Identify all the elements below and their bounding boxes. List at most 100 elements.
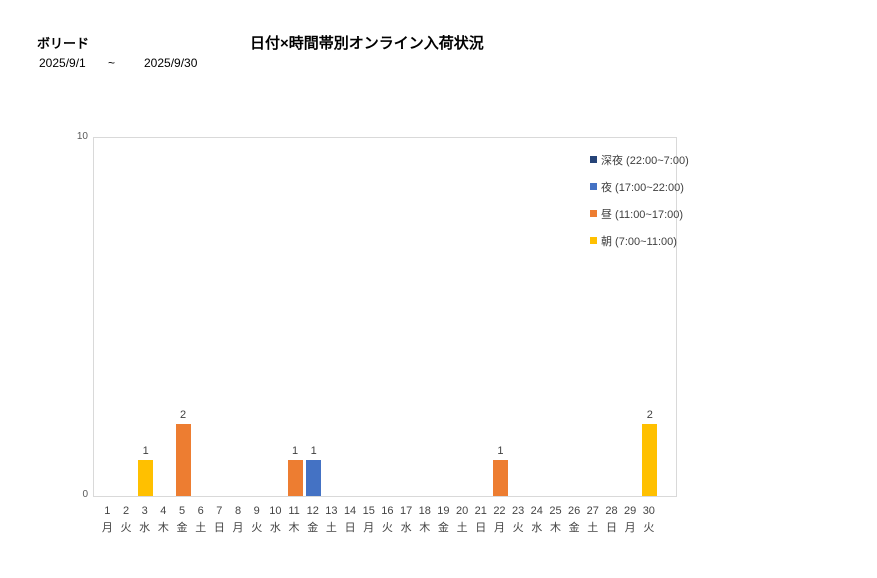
x-tick-day16: 16 火 [378, 503, 397, 537]
x-tick-number: 19 [437, 505, 450, 517]
x-tick-day25: 25 木 [546, 503, 565, 537]
morning-bar [642, 424, 658, 496]
x-tick-weekday: 火 [120, 522, 132, 534]
legend-item-noon: 昼 (11:00~17:00) [590, 207, 689, 221]
day-column-2 [118, 138, 137, 496]
x-tick-number: 28 [605, 505, 618, 517]
x-tick-number: 23 [511, 505, 525, 517]
x-tick-weekday: 月 [101, 522, 113, 534]
bar-value-label: 1 [497, 445, 504, 457]
legend-swatch-morning [590, 237, 597, 244]
x-tick-weekday: 土 [587, 522, 599, 534]
x-tick-weekday: 土 [325, 522, 337, 534]
legend-label-midnight: 深夜 (22:00~7:00) [601, 154, 689, 167]
x-tick-number: 29 [624, 505, 637, 517]
x-tick-number: 6 [197, 505, 204, 517]
x-tick-weekday: 金 [437, 522, 449, 534]
day-column-7 [211, 138, 230, 496]
x-tick-day17: 17 水 [397, 503, 416, 537]
day-column-26 [566, 138, 585, 496]
x-tick-weekday: 金 [176, 522, 188, 534]
x-tick-day19: 19 金 [434, 503, 453, 537]
x-tick-number: 25 [549, 505, 562, 517]
day-column-3: 1 [136, 138, 155, 496]
x-tick-number: 27 [586, 505, 599, 517]
legend-swatch-midnight [590, 156, 597, 163]
bar-value-label: 2 [646, 409, 653, 421]
x-tick-weekday: 月 [493, 522, 505, 534]
x-tick-number: 8 [234, 505, 242, 517]
date-to: 2025/9/30 [144, 56, 198, 70]
day-column-19 [435, 138, 454, 496]
day-column-25 [547, 138, 566, 496]
x-tick-number: 5 [178, 505, 186, 517]
day-column-9 [248, 138, 267, 496]
day-column-24 [528, 138, 547, 496]
bar-group-day30-morning: 2 [642, 409, 658, 496]
day-column-8 [230, 138, 249, 496]
x-tick-day18: 18 木 [415, 503, 434, 537]
date-from: 2025/9/1 [39, 56, 86, 70]
day-column-16 [379, 138, 398, 496]
legend-swatch-night [590, 183, 597, 190]
legend-swatch-noon [590, 210, 597, 217]
x-tick-number: 30 [642, 505, 655, 517]
x-tick-number: 22 [493, 505, 506, 517]
day-column-21 [472, 138, 491, 496]
x-tick-weekday: 日 [605, 522, 617, 534]
x-tick-day27: 27 土 [583, 503, 602, 537]
x-tick-day20: 20 土 [453, 503, 472, 537]
bar-value-label: 1 [291, 445, 299, 457]
day-column-30: 2 [640, 138, 659, 496]
x-tick-weekday: 火 [381, 522, 393, 534]
x-tick-day23: 23 火 [509, 503, 528, 537]
y-tick-0: 0 [82, 489, 88, 500]
bar-group-day11-noon: 1 [287, 445, 303, 496]
x-tick-number: 1 [104, 505, 111, 517]
x-tick-weekday: 水 [269, 522, 281, 534]
day-column-14 [342, 138, 361, 496]
y-tick-10: 10 [76, 131, 88, 142]
day-column-4 [155, 138, 174, 496]
day-column-18 [416, 138, 435, 496]
report-name: ボリード [37, 36, 90, 51]
x-tick-number: 11 [288, 505, 300, 517]
date-range-separator: ~ [108, 56, 116, 70]
bar-value-label: 1 [310, 445, 317, 457]
y-axis: 0 10 [58, 130, 88, 504]
day-column-17 [398, 138, 417, 496]
x-tick-weekday: 火 [643, 522, 655, 534]
x-tick-number: 4 [160, 505, 167, 517]
x-tick-weekday: 月 [363, 522, 375, 534]
x-tick-day10: 10 水 [266, 503, 285, 537]
x-tick-day13: 13 土 [322, 503, 341, 537]
x-tick-weekday: 金 [307, 522, 319, 534]
day-column-10 [267, 138, 286, 496]
x-tick-number: 16 [381, 505, 394, 517]
x-tick-number: 18 [418, 505, 431, 517]
x-tick-number: 14 [343, 505, 357, 517]
x-tick-weekday: 水 [139, 522, 151, 534]
day-column-20 [454, 138, 473, 496]
x-tick-number: 21 [474, 505, 487, 517]
x-tick-weekday: 火 [512, 522, 524, 534]
x-tick-weekday: 木 [157, 522, 169, 534]
x-tick-number: 15 [362, 505, 375, 517]
x-tick-weekday: 木 [549, 522, 561, 534]
x-tick-weekday: 日 [475, 522, 487, 534]
x-tick-weekday: 火 [251, 522, 263, 534]
x-tick-day28: 28 日 [602, 503, 621, 537]
x-tick-number: 9 [253, 505, 260, 517]
x-tick-weekday: 木 [419, 522, 431, 534]
legend-label-noon: 昼 (11:00~17:00) [601, 208, 684, 221]
bar-group-day12-night: 1 [306, 445, 322, 496]
